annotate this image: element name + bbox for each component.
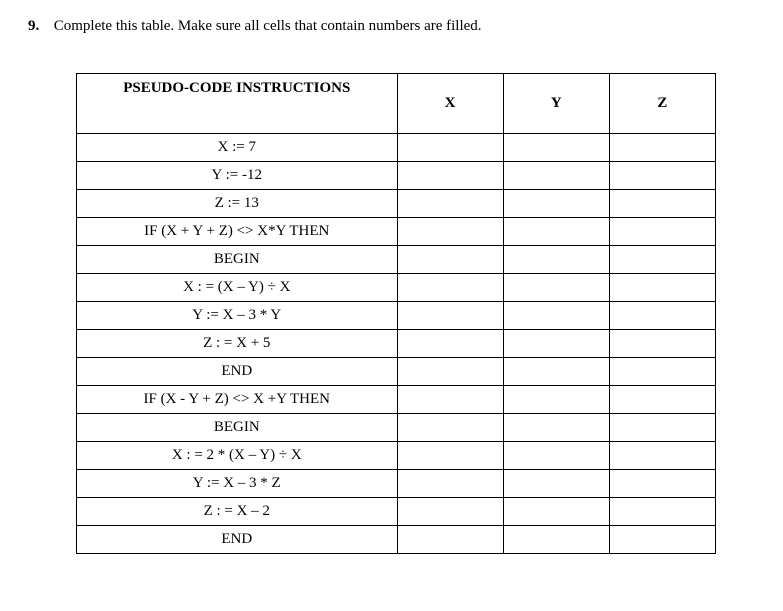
cell-z [609,442,715,470]
table-row: IF (X + Y + Z) <> X*Y THEN [77,218,716,246]
cell-instruction: Y := X – 3 * Z [77,470,398,498]
cell-instruction: Z : = X – 2 [77,498,398,526]
table-row: Y := X – 3 * Z [77,470,716,498]
cell-z [609,190,715,218]
question-line: 9. Complete this table. Make sure all ce… [28,18,755,35]
cell-z [609,134,715,162]
cell-y [503,246,609,274]
table-body: X := 7Y := -12Z := 13IF (X + Y + Z) <> X… [77,134,716,554]
cell-x [397,302,503,330]
cell-x [397,414,503,442]
cell-x [397,470,503,498]
table-row: END [77,358,716,386]
cell-instruction: X : = (X – Y) ÷ X [77,274,398,302]
cell-x [397,190,503,218]
cell-instruction: IF (X + Y + Z) <> X*Y THEN [77,218,398,246]
table-row: Z := 13 [77,190,716,218]
cell-x [397,386,503,414]
cell-z [609,498,715,526]
cell-y [503,414,609,442]
cell-y [503,470,609,498]
table-row: IF (X - Y + Z) <> X +Y THEN [77,386,716,414]
cell-y [503,302,609,330]
cell-y [503,274,609,302]
cell-instruction: END [77,358,398,386]
header-instructions: PSEUDO-CODE INSTRUCTIONS [77,74,398,134]
header-y: Y [503,74,609,134]
cell-z [609,386,715,414]
question-text: Complete this table. Make sure all cells… [54,18,482,34]
cell-y [503,358,609,386]
cell-instruction: END [77,526,398,554]
table-row: END [77,526,716,554]
table-row: Y := -12 [77,162,716,190]
cell-x [397,134,503,162]
table-row: X := 7 [77,134,716,162]
cell-instruction: Z := 13 [77,190,398,218]
cell-x [397,162,503,190]
table-header-row: PSEUDO-CODE INSTRUCTIONS X Y Z [77,74,716,134]
cell-y [503,134,609,162]
cell-instruction: X := 7 [77,134,398,162]
cell-x [397,358,503,386]
cell-y [503,218,609,246]
trace-table: PSEUDO-CODE INSTRUCTIONS X Y Z X := 7Y :… [76,73,716,554]
cell-x [397,218,503,246]
cell-z [609,358,715,386]
table-row: X : = (X – Y) ÷ X [77,274,716,302]
cell-z [609,330,715,358]
cell-z [609,218,715,246]
cell-z [609,274,715,302]
cell-y [503,526,609,554]
cell-instruction: X : = 2 * (X – Y) ÷ X [77,442,398,470]
header-z: Z [609,74,715,134]
cell-instruction: BEGIN [77,414,398,442]
cell-x [397,442,503,470]
cell-instruction: Y := -12 [77,162,398,190]
cell-y [503,190,609,218]
cell-z [609,246,715,274]
table-row: X : = 2 * (X – Y) ÷ X [77,442,716,470]
question-number: 9. [28,18,50,35]
cell-x [397,498,503,526]
cell-instruction: IF (X - Y + Z) <> X +Y THEN [77,386,398,414]
table-row: Y := X – 3 * Y [77,302,716,330]
cell-z [609,162,715,190]
table-row: BEGIN [77,414,716,442]
cell-instruction: Z : = X + 5 [77,330,398,358]
table-row: Z : = X + 5 [77,330,716,358]
cell-y [503,442,609,470]
cell-z [609,414,715,442]
cell-z [609,470,715,498]
cell-z [609,526,715,554]
table-row: Z : = X – 2 [77,498,716,526]
header-x: X [397,74,503,134]
cell-x [397,274,503,302]
cell-x [397,330,503,358]
cell-y [503,330,609,358]
cell-x [397,526,503,554]
cell-instruction: BEGIN [77,246,398,274]
cell-y [503,162,609,190]
cell-y [503,498,609,526]
cell-instruction: Y := X – 3 * Y [77,302,398,330]
cell-y [503,386,609,414]
table-row: BEGIN [77,246,716,274]
cell-z [609,302,715,330]
cell-x [397,246,503,274]
